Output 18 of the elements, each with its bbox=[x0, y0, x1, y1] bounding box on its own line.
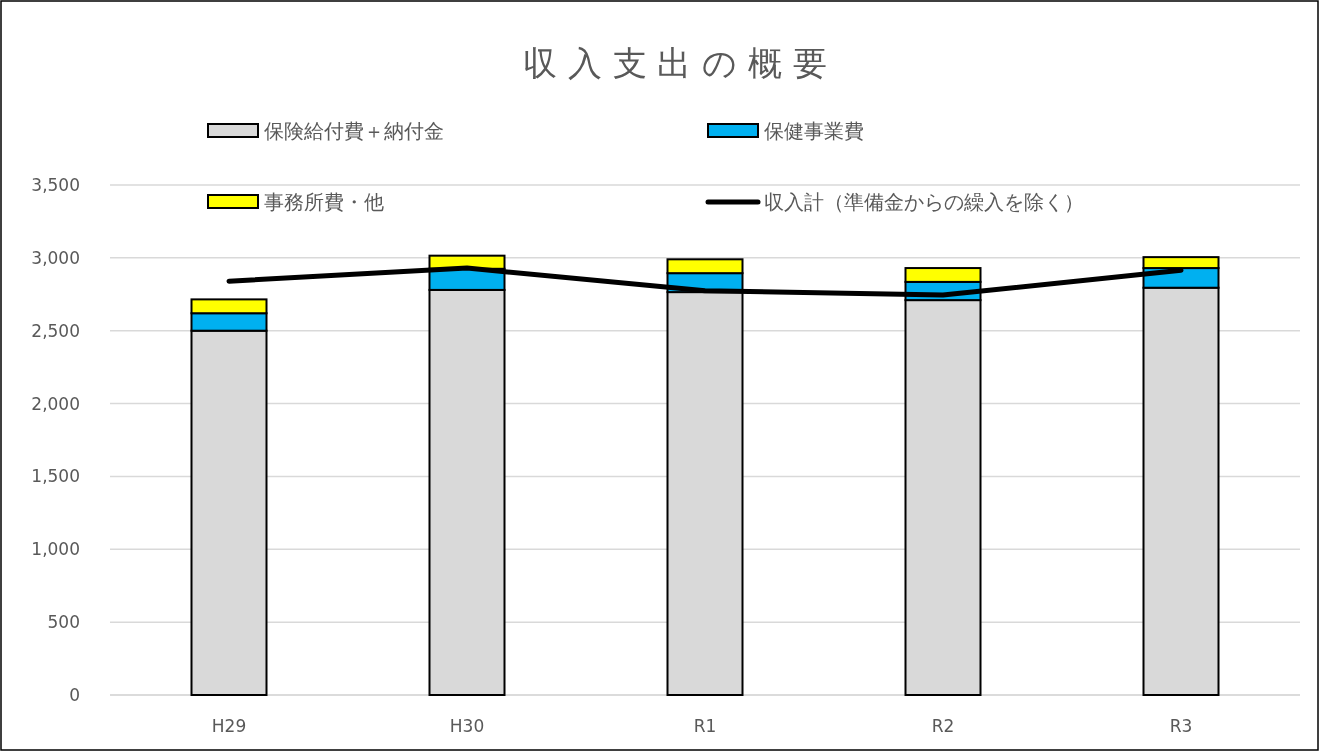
x-tick-label: R2 bbox=[931, 716, 955, 736]
y-tick-label: 1,000 bbox=[31, 539, 80, 560]
y-tick-label: 0 bbox=[69, 685, 80, 705]
x-tick-label: H30 bbox=[449, 716, 485, 736]
y-tick-label: 2,500 bbox=[31, 320, 80, 341]
legend-label: 事務所費・他 bbox=[264, 190, 384, 214]
x-tick-label: R1 bbox=[693, 716, 717, 736]
chart-title: 収 入 支 出 の 概 要 bbox=[523, 43, 827, 83]
legend-label: 収入計（準備金からの繰入を除く） bbox=[764, 190, 1084, 214]
y-tick-label: 500 bbox=[47, 612, 80, 633]
y-tick-label: 1,500 bbox=[31, 466, 80, 487]
y-tick-label: 2,000 bbox=[31, 393, 80, 414]
y-tick-label: 3,000 bbox=[31, 247, 80, 268]
x-tick-label: R3 bbox=[1169, 716, 1193, 736]
x-tick-label: H29 bbox=[211, 716, 247, 736]
legend-label: 保険給付費＋納付金 bbox=[264, 119, 444, 143]
legend-label: 保健事業費 bbox=[764, 119, 864, 143]
y-tick-label: 3,500 bbox=[31, 175, 80, 195]
